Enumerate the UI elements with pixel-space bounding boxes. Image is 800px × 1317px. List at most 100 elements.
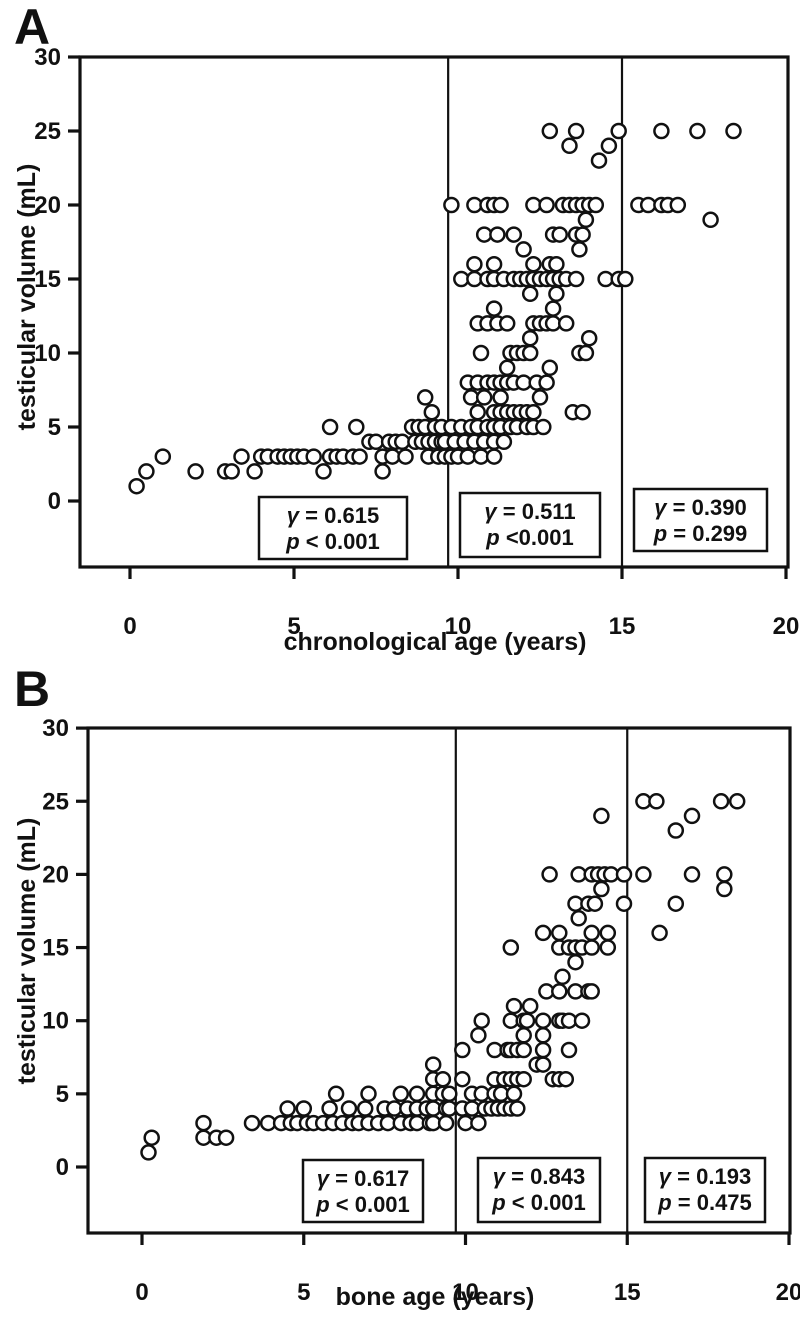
panel-b-letter: B [14,661,51,717]
stat-box-border [257,495,409,561]
data-point [351,448,368,465]
data-point [485,300,503,317]
data-point [505,1085,523,1103]
data-point [515,1027,532,1044]
x-tick-label: 20 [776,1279,800,1306]
data-point [502,939,520,956]
data-point [567,270,585,288]
data-point [580,329,598,347]
data-point [683,807,701,825]
y-tick-label: 25 [42,788,69,815]
data-point [583,939,600,956]
data-point [485,255,503,273]
plot-frame [78,55,790,569]
x-tick-label: 20 [773,613,800,640]
x-tick-label: 0 [135,1279,148,1306]
gamma-value-text: γ = 0.193 [659,1164,751,1189]
data-point [424,1056,442,1073]
data-point [434,1070,452,1088]
data-point [397,448,414,465]
data-point [561,137,578,155]
data-point [567,122,585,140]
y-tick-label: 20 [34,192,61,219]
data-point [492,389,509,406]
data-point [557,1070,575,1088]
data-point [279,1100,296,1117]
data-point [712,793,730,810]
data-point [295,1100,313,1117]
data-point [492,196,509,214]
data-point [392,1085,410,1103]
p-value-text: p = 0.299 [653,521,748,546]
p-value-text: p < 0.001 [491,1190,586,1215]
data-point [541,866,558,883]
x-tick-label: 10 [452,1279,479,1306]
stat-box-border [301,1158,425,1224]
data-point [466,255,483,273]
data-point [187,463,204,480]
data-point [570,910,587,927]
data-point [615,866,633,883]
data-point [525,196,542,214]
data-point [416,389,434,406]
data-point [651,924,668,942]
data-point [340,1100,358,1117]
data-point [525,255,542,273]
data-point [583,924,600,942]
y-tick-label: 0 [48,488,61,515]
x-tick-label: 5 [297,1279,310,1306]
data-point [505,997,523,1015]
y-tick-label: 5 [56,1081,69,1108]
data-point [485,448,503,465]
data-point [716,880,733,898]
data-point [469,403,486,421]
data-point [233,448,250,465]
data-point [534,1012,552,1029]
y-tick-label: 25 [34,118,61,145]
p-value-text: p < 0.001 [315,1192,410,1217]
data-point [459,448,477,465]
data-point [495,433,513,451]
data-point [509,1100,526,1117]
data-point [541,122,559,140]
data-point [615,895,633,912]
data-point [548,285,565,303]
x-tick-label: 10 [445,613,472,640]
data-point [475,226,493,243]
data-point [305,448,322,465]
data-point [443,196,460,214]
y-tick-label: 5 [48,414,61,441]
data-point [360,1085,377,1103]
data-point [648,793,665,810]
data-point [348,418,365,436]
data-point [531,389,549,406]
data-point [515,1041,532,1059]
data-point [138,463,155,480]
data-point [515,241,532,258]
data-point [140,1144,157,1161]
data-point [574,226,591,243]
data-point [393,433,411,451]
data-point [653,122,670,140]
data-point [315,463,332,480]
data-point [154,448,172,465]
data-point [635,866,652,883]
y-tick-label: 30 [34,44,61,71]
data-point [243,1114,261,1132]
y-tick-label: 0 [56,1154,69,1181]
data-point [505,226,523,243]
gamma-value-text: γ = 0.843 [493,1164,585,1189]
data-point [669,196,687,214]
plot-frame [86,726,792,1235]
data-point [489,226,506,243]
data-point [321,1100,338,1117]
data-point [475,389,493,406]
data-point [498,315,516,332]
data-point [472,344,490,362]
